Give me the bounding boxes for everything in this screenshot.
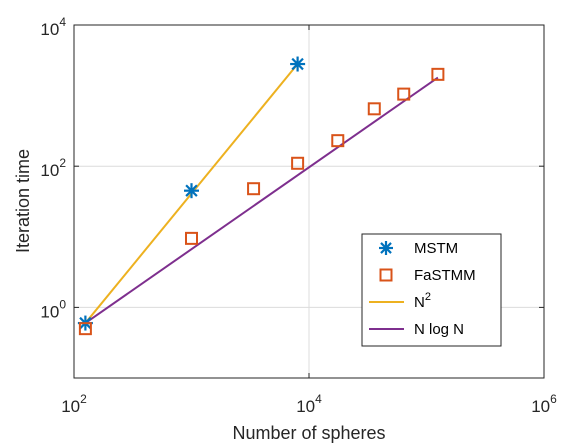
series-line-n-log-n xyxy=(84,76,439,324)
legend-label-name: FaSTMM xyxy=(414,267,476,284)
x-tick-label: 104 xyxy=(296,392,322,416)
data-point-fastmm xyxy=(291,156,305,170)
legend-label-fastmm: FaSTMM xyxy=(414,267,476,284)
data-point-fastmm xyxy=(431,67,445,81)
x-tick-label-base: 10 xyxy=(531,397,550,416)
data-point-fastmm xyxy=(247,182,261,196)
y-tick-label-exp: 0 xyxy=(59,297,66,311)
y-tick-label: 102 xyxy=(40,156,66,180)
legend-label-n-log-n: N log N xyxy=(414,321,464,338)
x-tick-label-base: 10 xyxy=(61,397,80,416)
y-axis-label: Iteration time xyxy=(13,149,33,253)
ticks xyxy=(73,24,545,378)
y-tick-label-base: 10 xyxy=(40,302,59,321)
x-axis-label: Number of spheres xyxy=(232,423,385,443)
y-tick-label-exp: 4 xyxy=(59,15,66,29)
y-tick-label-exp: 2 xyxy=(59,156,66,170)
x-tick-label-exp: 6 xyxy=(550,392,557,406)
legend-label-name: N log N xyxy=(414,321,464,338)
data-point-mstm xyxy=(290,56,306,72)
data-point-fastmm xyxy=(331,134,345,148)
legend-label-n: N2 xyxy=(414,291,431,311)
legend-marker-mstm xyxy=(379,241,393,255)
x-tick-label-base: 10 xyxy=(296,397,315,416)
legend-marker-fastmm xyxy=(379,268,393,282)
y-tick-label-base: 10 xyxy=(40,161,59,180)
legend-label-name: MSTM xyxy=(414,240,458,257)
legend: MSTM FaSTMM N2 N log N xyxy=(361,233,502,347)
y-tick-label-base: 10 xyxy=(40,20,59,39)
x-tick-label: 102 xyxy=(61,392,87,416)
data-point-mstm xyxy=(184,183,199,199)
x-tick-label-exp: 2 xyxy=(80,392,87,406)
x-tick-label-exp: 4 xyxy=(315,392,322,406)
data-point-fastmm xyxy=(367,102,381,116)
series-layer xyxy=(77,56,445,336)
y-tick-label: 100 xyxy=(40,297,66,321)
legend-label-mstm: MSTM xyxy=(414,240,458,257)
data-point-fastmm xyxy=(397,87,411,101)
y-tick-label: 104 xyxy=(40,15,66,39)
data-point-fastmm xyxy=(78,322,92,336)
legend-label-exp: 2 xyxy=(425,291,431,303)
x-tick-label: 106 xyxy=(531,392,557,416)
legend-label-name: N xyxy=(414,294,425,311)
data-point-fastmm xyxy=(185,231,198,245)
